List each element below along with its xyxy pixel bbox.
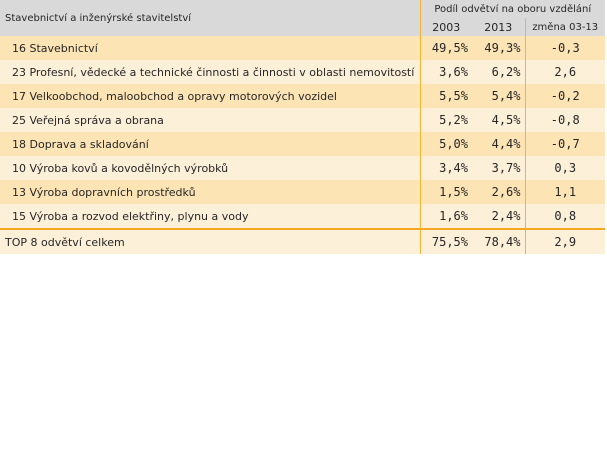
column-header-2003: 2003 xyxy=(419,18,472,36)
total-row: TOP 8 odvětví celkem 75,5% 78,4% 2,9 xyxy=(0,228,605,254)
row-value-2003: 1,6% xyxy=(419,204,472,229)
column-header-2013: 2013 xyxy=(472,18,525,36)
row-change: 0,3 xyxy=(524,156,605,180)
row-value-2003: 5,0% xyxy=(419,132,472,156)
table-body: 16 Stavebnictví 49,5% 49,3% -0,3 23 Profesní… xyxy=(0,36,605,229)
row-label: 15 Výroba a rozvod elektřiny, plynu a vo… xyxy=(0,204,420,229)
total-2003: 75,5% xyxy=(419,228,472,254)
industry-share-table: Stavebnictví a inženýrské stavitelství P… xyxy=(0,0,605,254)
row-change: 1,1 xyxy=(524,180,605,204)
row-label: 25 Veřejná správa a obrana xyxy=(0,108,420,132)
row-value-2003: 3,6% xyxy=(419,60,472,84)
row-value-2013: 49,3% xyxy=(472,36,525,60)
row-change: -0,3 xyxy=(524,36,605,60)
total-label: TOP 8 odvětví celkem xyxy=(0,228,420,254)
column-header-change: změna 03-13 xyxy=(524,18,605,36)
row-value-2013: 2,6% xyxy=(472,180,525,204)
row-change: 2,6 xyxy=(524,60,605,84)
table-row: 17 Velkoobchod, maloobchod a opravy moto… xyxy=(0,84,605,108)
table-row: 16 Stavebnictví 49,5% 49,3% -0,3 xyxy=(0,36,605,60)
row-value-2013: 5,4% xyxy=(472,84,525,108)
table-row: 10 Výroba kovů a kovodělných výrobků 3,4%… xyxy=(0,156,605,180)
table-subheader-row: 2003 2013 změna 03-13 xyxy=(0,18,605,36)
table-header-row: Stavebnictví a inženýrské stavitelství P… xyxy=(0,0,605,36)
row-change: -0,8 xyxy=(524,108,605,132)
row-label: 18 Doprava a skladování xyxy=(0,132,420,156)
row-value-2003: 5,2% xyxy=(419,108,472,132)
table-row: 13 Výroba dopravních prostředků 1,5% 2,6% 1… xyxy=(0,180,605,204)
row-label: 16 Stavebnictví xyxy=(0,36,420,60)
total-change: 2,9 xyxy=(524,228,605,254)
group-header: Podíl odvětví na oboru vzdělání xyxy=(419,0,605,18)
row-value-2013: 6,2% xyxy=(472,60,525,84)
row-label: 13 Výroba dopravních prostředků xyxy=(0,180,420,204)
table-row: 15 Výroba a rozvod elektřiny, plynu a vo… xyxy=(0,204,605,229)
row-value-2003: 3,4% xyxy=(419,156,472,180)
table-title: Stavebnictví a inženýrské stavitelství xyxy=(0,0,420,36)
row-value-2013: 4,4% xyxy=(472,132,525,156)
row-label: 10 Výroba kovů a kovodělných výrobků xyxy=(0,156,420,180)
table-row: 23 Profesní, vědecké a technické činnost… xyxy=(0,60,605,84)
row-change: -0,2 xyxy=(524,84,605,108)
row-value-2013: 4,5% xyxy=(472,108,525,132)
row-value-2013: 2,4% xyxy=(472,204,525,229)
row-change: -0,7 xyxy=(524,132,605,156)
row-change: 0,8 xyxy=(524,204,605,229)
table-row: 25 Veřejná správa a obrana 5,2% 4,5% -0,8 xyxy=(0,108,605,132)
row-value-2003: 5,5% xyxy=(419,84,472,108)
row-label: 17 Velkoobchod, maloobchod a opravy moto… xyxy=(0,84,420,108)
total-2013: 78,4% xyxy=(472,228,525,254)
row-value-2003: 49,5% xyxy=(419,36,472,60)
row-value-2003: 1,5% xyxy=(419,180,472,204)
table-row: 18 Doprava a skladování 5,0% 4,4% -0,7 xyxy=(0,132,605,156)
row-value-2013: 3,7% xyxy=(472,156,525,180)
row-label: 23 Profesní, vědecké a technické činnost… xyxy=(0,60,420,84)
